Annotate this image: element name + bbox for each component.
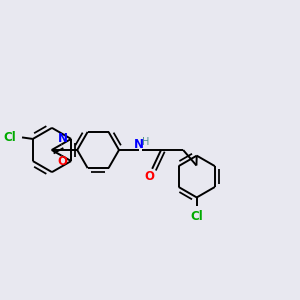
Text: O: O	[58, 154, 68, 168]
Text: N: N	[58, 132, 68, 146]
Text: Cl: Cl	[3, 131, 16, 144]
Text: N: N	[134, 138, 144, 151]
Text: O: O	[144, 170, 154, 183]
Text: Cl: Cl	[190, 210, 203, 223]
Text: H: H	[142, 137, 149, 147]
